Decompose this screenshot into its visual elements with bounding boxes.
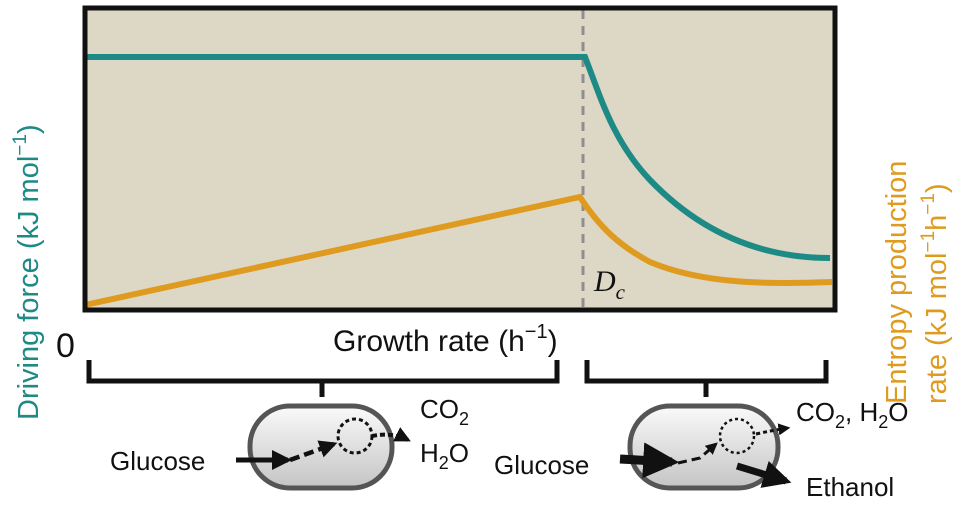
right-cell-diagram (619, 403, 792, 491)
right-internal-arrow (677, 442, 718, 465)
right-y-axis-label-line2: rate (kJ mol−1h−1) (918, 183, 953, 404)
left-product-co2: CO2 (420, 394, 469, 429)
left-cell-diagram (236, 403, 411, 491)
right-co2-arrow (755, 423, 791, 436)
right-substrate-label: Glucose (494, 450, 589, 480)
left-product-h2o: H2O (420, 438, 469, 473)
critical-rate-label: Dc (593, 265, 626, 304)
entropy-production-curve (84, 193, 833, 308)
left-y-axis-label: Driving force (kJ mol−1) (10, 124, 45, 420)
plot-background (85, 8, 835, 310)
right-y-axis-label-line1: Entropy production (881, 161, 913, 404)
left-regime-bracket (86, 360, 560, 397)
plot-frame (82, 5, 838, 313)
right-ethanol-arrow (735, 461, 792, 488)
right-regime-bracket (584, 360, 829, 397)
right-glucose-arrow (619, 442, 680, 479)
x-axis-label: Growth rate (h−1) (333, 321, 558, 358)
right-cell (627, 403, 781, 491)
right-mitochondrion (718, 417, 756, 455)
left-substrate-label: Glucose (110, 446, 205, 476)
driving-force-curve (85, 54, 831, 261)
origin-label: 0 (56, 327, 75, 365)
right-product-ethanol: Ethanol (806, 472, 894, 502)
right-product-co2-h2o: CO2, H2O (796, 397, 909, 432)
left-product-arrow (371, 427, 411, 442)
left-internal-arrow (289, 440, 338, 463)
